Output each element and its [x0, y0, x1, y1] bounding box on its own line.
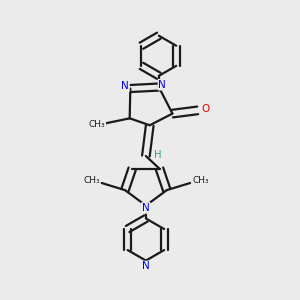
Text: N: N: [142, 203, 150, 213]
Text: N: N: [158, 80, 166, 90]
Text: N: N: [121, 81, 129, 91]
Text: H: H: [154, 150, 162, 160]
Text: CH₃: CH₃: [88, 120, 105, 129]
Text: CH₃: CH₃: [192, 176, 209, 184]
Text: CH₃: CH₃: [83, 176, 100, 184]
Text: O: O: [202, 104, 210, 114]
Text: N: N: [142, 262, 150, 272]
